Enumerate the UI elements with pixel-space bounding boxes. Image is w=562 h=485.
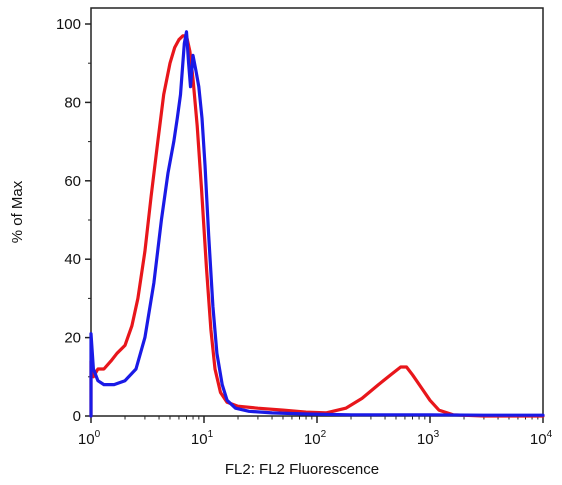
y-tick-label: 0 xyxy=(73,408,81,425)
y-tick-label: 60 xyxy=(64,173,81,190)
x-tick-label: 103 xyxy=(417,429,440,448)
x-tick-exponent: 4 xyxy=(547,429,553,440)
y-axis-title: % of Max xyxy=(9,180,26,243)
x-tick-label: 102 xyxy=(304,429,327,448)
x-tick-base: 10 xyxy=(191,431,208,448)
x-axis: 100 101 102 103 104 xyxy=(78,416,553,448)
x-tick-base: 10 xyxy=(417,431,434,448)
x-tick-exponent: 0 xyxy=(95,429,101,440)
series-line-red xyxy=(89,34,545,418)
x-tick-label: 100 xyxy=(78,429,101,448)
x-tick-exponent: 3 xyxy=(434,429,440,440)
x-tick-base: 10 xyxy=(304,431,321,448)
plot-frame xyxy=(90,7,544,417)
x-axis-title: FL2: FL2 Fluorescence xyxy=(225,461,379,478)
y-tick-label: 40 xyxy=(64,251,81,268)
series-line-blue xyxy=(89,30,545,418)
y-axis: 0 20 40 60 80 100 xyxy=(56,16,91,425)
x-tick-base: 10 xyxy=(530,431,547,448)
x-tick-exponent: 2 xyxy=(321,429,327,440)
x-tick-label: 104 xyxy=(530,429,553,448)
y-tick-label: 80 xyxy=(64,94,81,111)
y-tick-label: 100 xyxy=(56,16,81,33)
series-layer xyxy=(89,30,545,418)
x-tick-exponent: 1 xyxy=(208,429,214,440)
x-tick-label: 101 xyxy=(191,429,214,448)
x-tick-base: 10 xyxy=(78,431,95,448)
y-tick-label: 20 xyxy=(64,330,81,347)
